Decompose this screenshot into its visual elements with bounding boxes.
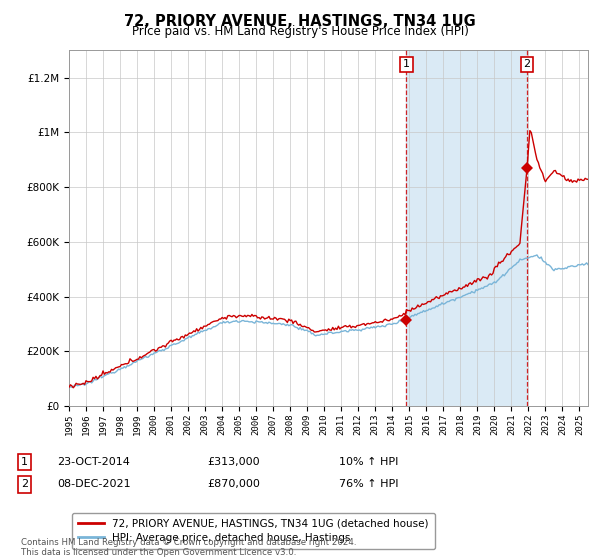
Legend: 72, PRIORY AVENUE, HASTINGS, TN34 1UG (detached house), HPI: Average price, deta: 72, PRIORY AVENUE, HASTINGS, TN34 1UG (d… [71, 512, 435, 549]
Text: 23-OCT-2014: 23-OCT-2014 [57, 457, 130, 467]
Text: Price paid vs. HM Land Registry's House Price Index (HPI): Price paid vs. HM Land Registry's House … [131, 25, 469, 38]
Text: 10% ↑ HPI: 10% ↑ HPI [339, 457, 398, 467]
Text: 72, PRIORY AVENUE, HASTINGS, TN34 1UG: 72, PRIORY AVENUE, HASTINGS, TN34 1UG [124, 14, 476, 29]
Bar [406, 50, 527, 406]
Text: £313,000: £313,000 [207, 457, 260, 467]
Text: 76% ↑ HPI: 76% ↑ HPI [339, 479, 398, 489]
Text: 2: 2 [524, 59, 530, 69]
Text: Contains HM Land Registry data © Crown copyright and database right 2024.
This d: Contains HM Land Registry data © Crown c… [21, 538, 356, 557]
Text: 08-DEC-2021: 08-DEC-2021 [57, 479, 131, 489]
Text: 1: 1 [403, 59, 410, 69]
Text: 2: 2 [21, 479, 28, 489]
Text: 1: 1 [21, 457, 28, 467]
Text: £870,000: £870,000 [207, 479, 260, 489]
